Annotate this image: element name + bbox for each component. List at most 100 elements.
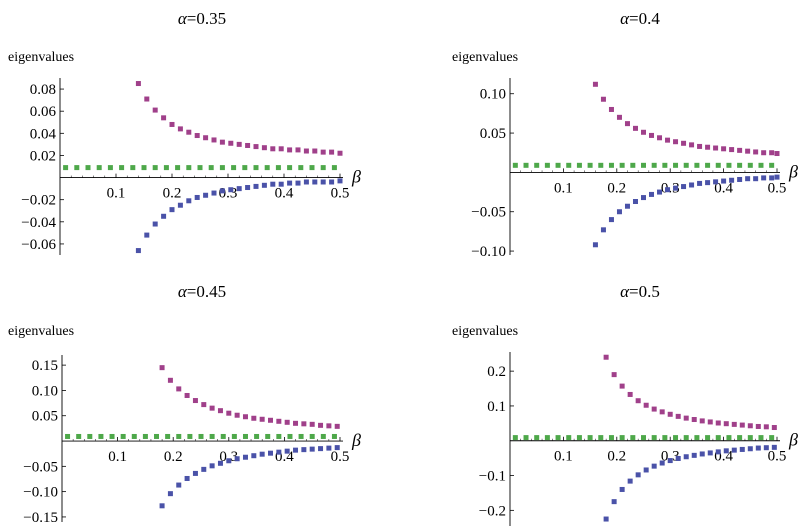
data-point [662, 435, 668, 441]
data-point [120, 433, 126, 439]
data-point [287, 180, 293, 186]
data-point [242, 414, 248, 420]
data-point [253, 144, 259, 150]
data-point [641, 162, 646, 168]
data-point [275, 165, 281, 171]
data-point [632, 125, 638, 131]
data-point [211, 137, 217, 143]
data-point [673, 162, 679, 168]
data-point [186, 198, 192, 204]
y-tick-label: 0.05 [32, 409, 58, 425]
x-tick-label: 0.5 [768, 180, 787, 196]
data-point [318, 446, 324, 452]
y-tick-label: −0.10 [23, 485, 58, 501]
x-tick-label: 0.4 [714, 180, 733, 196]
data-point [657, 189, 663, 195]
data-point [747, 435, 753, 441]
x-tick-label: 0.5 [768, 449, 787, 465]
data-point [203, 135, 209, 141]
data-point [85, 165, 91, 171]
data-point [303, 179, 309, 185]
data-point [144, 232, 150, 238]
data-point [721, 146, 727, 152]
data-point [608, 435, 614, 441]
data-point [295, 147, 301, 153]
data-point [747, 423, 753, 429]
data-point [705, 435, 711, 441]
data-point [176, 482, 182, 488]
data-point [135, 248, 141, 254]
data-point [737, 162, 743, 168]
data-point [694, 162, 700, 168]
y-tick-label: 0.10 [32, 383, 58, 399]
data-point [755, 423, 761, 429]
data-point [326, 423, 332, 429]
y-axis-label: eigenvalues [452, 324, 518, 339]
x-axis-label: β [351, 167, 361, 187]
data-point [109, 433, 115, 439]
data-point [683, 454, 689, 460]
data-point [651, 463, 657, 469]
y-tick-label: 0.08 [30, 82, 56, 98]
data-point [705, 162, 711, 168]
data-point [758, 162, 764, 168]
data-point [774, 151, 780, 157]
data-point [245, 142, 251, 148]
data-point [242, 454, 248, 460]
data-point [309, 433, 315, 439]
x-tick-label: 0.5 [331, 186, 350, 202]
data-point [177, 202, 183, 208]
data-point [691, 417, 697, 423]
data-point [681, 140, 687, 146]
data-point [74, 165, 80, 171]
y-tick-label: −0.04 [21, 215, 56, 231]
data-point [683, 162, 689, 168]
data-point [600, 96, 606, 102]
data-point [603, 516, 609, 522]
data-point [600, 227, 606, 233]
data-point [63, 165, 69, 171]
data-point [320, 179, 326, 185]
data-point [731, 447, 737, 453]
data-point [318, 422, 324, 428]
data-point [187, 433, 193, 439]
data-point [270, 181, 276, 187]
x-tick-label: 0.1 [554, 180, 573, 196]
data-point [643, 467, 649, 473]
data-point [228, 140, 234, 146]
data-point [301, 447, 307, 453]
y-tick-label: −0.02 [21, 193, 56, 209]
data-point [769, 150, 775, 156]
data-point [326, 445, 332, 451]
data-point [745, 148, 751, 154]
x-tick-label: 0.2 [607, 180, 626, 196]
data-point [194, 194, 200, 200]
data-point [697, 180, 703, 186]
data-point [337, 178, 343, 184]
data-point [253, 165, 259, 171]
data-point [242, 165, 248, 171]
data-point [512, 435, 518, 441]
data-point [194, 133, 200, 139]
data-point [761, 150, 767, 156]
title-symbol: α [620, 282, 630, 301]
data-point [161, 115, 167, 121]
data-point [534, 435, 540, 441]
data-point [627, 478, 633, 484]
data-point [576, 435, 582, 441]
data-point [259, 451, 265, 457]
data-point [226, 410, 232, 416]
data-point [657, 135, 663, 141]
data-point [270, 146, 276, 152]
data-point [251, 453, 257, 459]
data-point [747, 446, 753, 452]
data-point [284, 448, 290, 454]
data-point [512, 162, 518, 168]
data-point [175, 165, 181, 171]
x-tick-label: 0.2 [163, 186, 182, 202]
data-point [119, 165, 125, 171]
data-point [278, 146, 284, 152]
data-point [745, 176, 751, 182]
data-point [192, 470, 198, 476]
